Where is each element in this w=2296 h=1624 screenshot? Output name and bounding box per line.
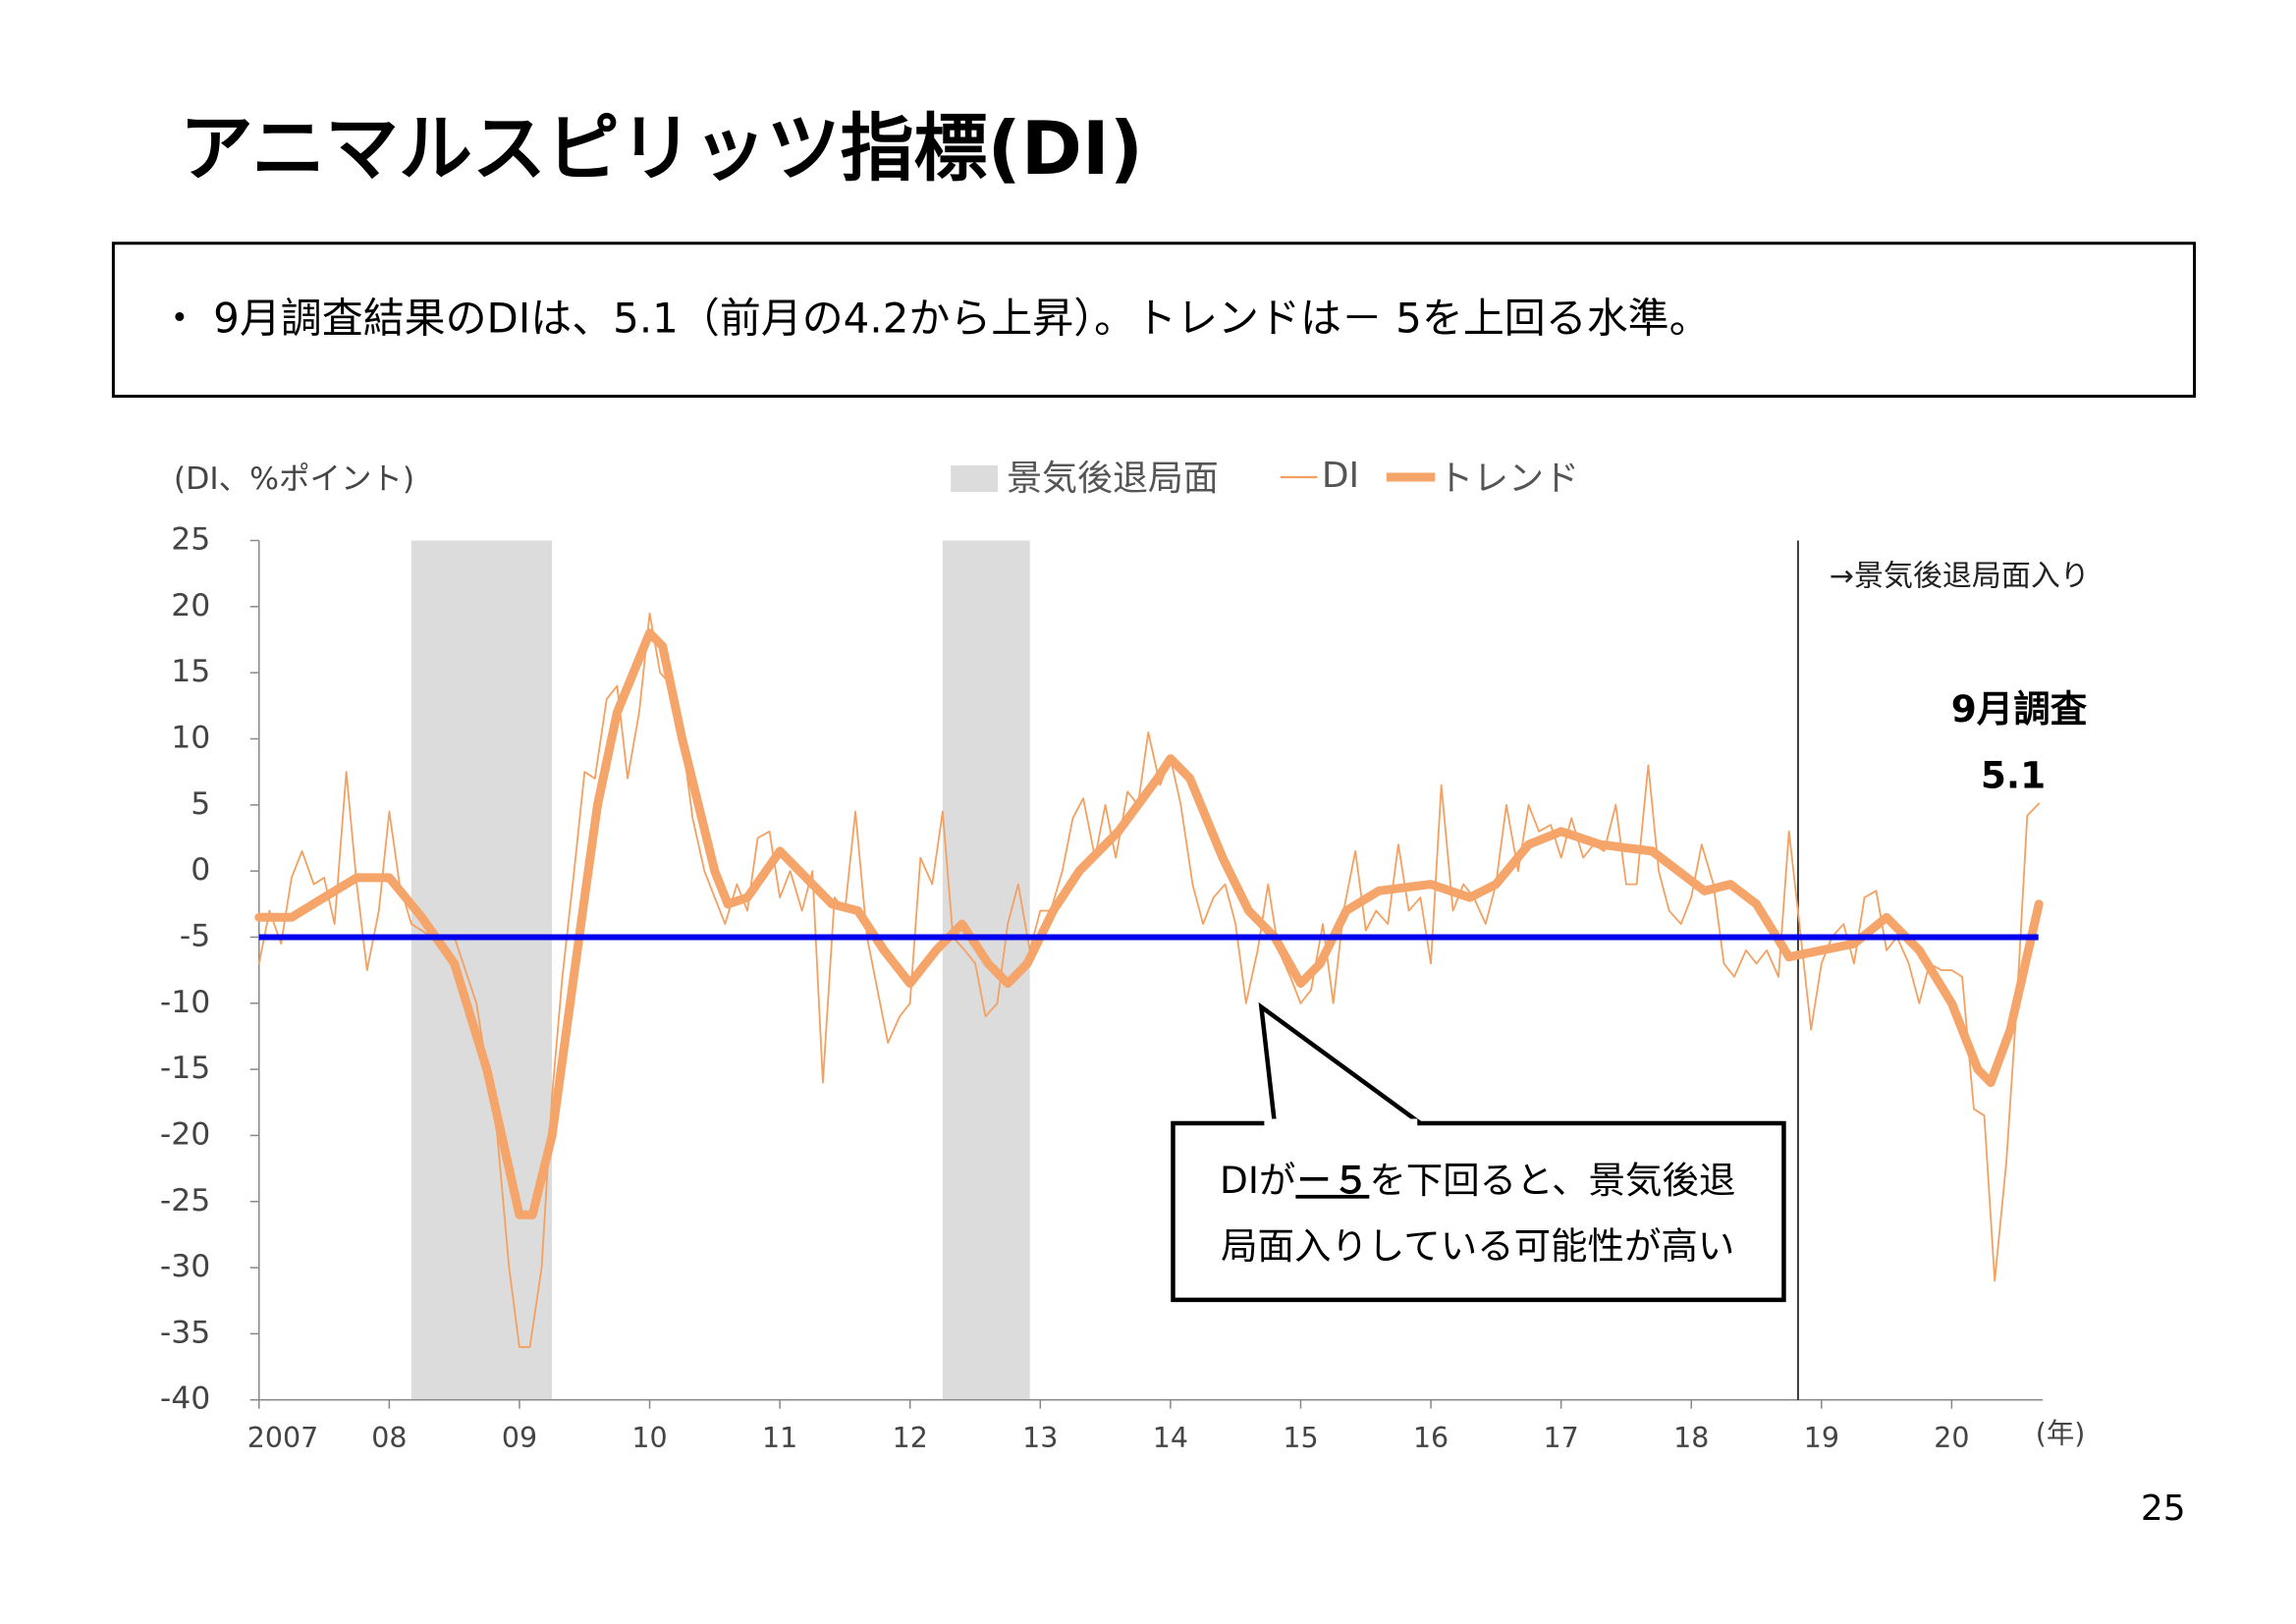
x-tick-label: 18 (1673, 1422, 1709, 1454)
x-tick-label: 09 (502, 1422, 537, 1454)
recession-band (410, 540, 553, 1400)
y-tick-label: -25 (160, 1183, 210, 1218)
page-number: 25 (2141, 1489, 2186, 1529)
x-tick-label: 19 (1804, 1422, 1839, 1454)
x-tick-label: 17 (1544, 1422, 1579, 1454)
y-tick-label: -30 (160, 1249, 210, 1284)
y-tick-label: 10 (171, 720, 210, 755)
y-tick-label: 25 (171, 521, 210, 557)
x-tick-label: 08 (371, 1422, 407, 1454)
x-tick-label: 12 (893, 1422, 928, 1454)
callout-text-part: DIが (1220, 1158, 1295, 1201)
y-tick-label: 20 (171, 588, 210, 623)
x-tick-label: 20 (1934, 1422, 1969, 1454)
y-tick-label: 5 (191, 786, 210, 822)
y-tick-label: -40 (160, 1381, 210, 1417)
callout-text-part: －５ (1295, 1158, 1369, 1201)
x-tick-label: 10 (631, 1422, 667, 1454)
x-axis-label: (年) (2036, 1418, 2086, 1450)
y-tick-label: -5 (180, 918, 210, 953)
x-tick-label: 15 (1283, 1422, 1318, 1454)
legend-swatch (951, 465, 999, 493)
x-tick-label: 16 (1413, 1422, 1449, 1454)
callout-text-part: を下回ると、景気後退 (1369, 1158, 1735, 1201)
y-tick-label: 15 (171, 654, 210, 689)
y-tick-label: 0 (191, 852, 210, 888)
latest-value: 5.1 (1981, 753, 2046, 796)
recession-start-label: →景気後退局面入り (1830, 559, 2090, 593)
y-tick-label: -15 (160, 1051, 210, 1086)
title: アニマルスピリッツ指標(DI) (180, 105, 1143, 191)
legend-label: 景気後退局面 (1007, 459, 1219, 499)
callout-cover (1264, 1118, 1418, 1128)
series-line (254, 628, 2044, 1219)
legend-label: トレンド (1438, 459, 1579, 499)
y-tick-label: -35 (160, 1315, 210, 1350)
summary-text: ・ 9月調査結果のDIは、5.1（前月の4.2から上昇）。トレンドは－ 5を上回… (159, 295, 1711, 343)
summary-box (111, 242, 2197, 399)
callout-text: 局面入りしている可能性が高い (1221, 1224, 1734, 1268)
x-tick-label: 13 (1022, 1422, 1058, 1454)
callout-text: DIが－５を下回ると、景気後退 (1220, 1158, 1735, 1201)
y-tick-label: -20 (160, 1116, 210, 1152)
y-axis-label: (DI、%ポイント) (174, 461, 414, 497)
y-tick-label: -10 (160, 985, 210, 1020)
legend-label: DI (1322, 456, 1359, 496)
annotation: 9月調査 (1951, 687, 2088, 731)
x-tick-label: 2007 (247, 1422, 318, 1454)
x-tick-label: 11 (762, 1422, 797, 1454)
x-tick-label: 14 (1153, 1422, 1188, 1454)
